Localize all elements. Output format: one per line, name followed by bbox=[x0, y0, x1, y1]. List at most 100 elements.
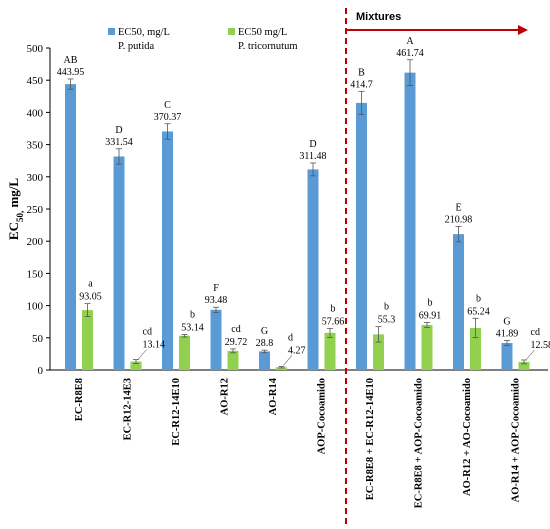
bar bbox=[421, 324, 433, 370]
significance-letter: cd bbox=[231, 324, 240, 335]
y-tick-label: 150 bbox=[27, 268, 44, 280]
bar bbox=[404, 72, 416, 371]
bar bbox=[130, 361, 142, 370]
mixtures-arrow-head bbox=[518, 25, 528, 35]
bar bbox=[501, 343, 513, 370]
significance-letter: E bbox=[455, 202, 461, 213]
significance-letter: C bbox=[164, 100, 171, 111]
significance-letter: b bbox=[331, 303, 336, 314]
leader-line bbox=[283, 355, 293, 366]
value-label: 370.37 bbox=[154, 112, 182, 123]
bar bbox=[470, 327, 481, 370]
bars bbox=[65, 59, 530, 371]
bar bbox=[179, 335, 190, 370]
category-label: EC-R8E8 + EC-R12-14E10 bbox=[365, 378, 376, 500]
value-label: 93.48 bbox=[205, 295, 228, 306]
significance-letter: G bbox=[261, 326, 268, 337]
significance-letter: F bbox=[213, 283, 219, 294]
y-tick-label: 0 bbox=[38, 365, 44, 377]
bar bbox=[276, 367, 287, 370]
value-label: 28.8 bbox=[256, 338, 274, 349]
bar bbox=[453, 234, 464, 370]
significance-letter: cd bbox=[531, 327, 540, 338]
bar bbox=[259, 351, 270, 370]
y-axis-label: EC50, mg/L bbox=[6, 178, 25, 241]
bar bbox=[307, 169, 319, 370]
significance-letter: b bbox=[428, 297, 433, 308]
y-tick-label: 350 bbox=[27, 140, 44, 152]
value-label: 53.14 bbox=[181, 322, 204, 333]
category-label: EC-R12-14E10 bbox=[171, 378, 182, 446]
y-label-main: EC bbox=[6, 222, 21, 240]
bar bbox=[373, 334, 384, 370]
value-label: 93.05 bbox=[79, 292, 102, 303]
y-tick-label: 250 bbox=[27, 204, 44, 216]
leader-line bbox=[525, 349, 535, 361]
value-label: 13.14 bbox=[143, 340, 166, 351]
legend-label-species: P. putida bbox=[118, 41, 155, 52]
significance-letter: D bbox=[309, 139, 316, 150]
category-labels: EC-R8E8 EC-R12-14E3 EC-R12-14E10 AO-R12 AO-R… bbox=[74, 377, 522, 508]
significance-letter: B bbox=[358, 67, 365, 78]
legend-swatch bbox=[228, 28, 235, 35]
value-label: 414.7 bbox=[350, 79, 373, 90]
category-label: EC-R12-14E3 bbox=[123, 378, 134, 440]
bar bbox=[518, 361, 530, 370]
bar bbox=[162, 131, 173, 370]
y-label-unit: mg/L bbox=[6, 178, 21, 211]
value-label: 29.72 bbox=[225, 337, 248, 348]
y-tick-label: 200 bbox=[27, 236, 44, 248]
value-label: 12.58 bbox=[531, 340, 550, 351]
category-label: AO-R14 + AOP-Cocoamido bbox=[511, 378, 522, 502]
y-tick-label: 400 bbox=[27, 107, 44, 119]
value-label: 210.98 bbox=[445, 214, 473, 225]
bar-value-labels: AB443.95D331.54C370.37F93.48G28.8D311.48… bbox=[57, 36, 550, 366]
value-label: 461.74 bbox=[396, 48, 424, 59]
category-label: AO-R14 bbox=[268, 377, 279, 415]
bar bbox=[65, 84, 76, 371]
value-label: 65.24 bbox=[467, 306, 490, 317]
y-tick-label: 450 bbox=[27, 75, 44, 87]
mixtures-label: Mixtures bbox=[356, 11, 401, 23]
bar bbox=[356, 102, 367, 370]
value-label: 69.91 bbox=[419, 310, 442, 321]
significance-letter: b bbox=[190, 309, 195, 320]
axes bbox=[49, 48, 548, 371]
bar bbox=[113, 156, 125, 370]
significance-letter: a bbox=[88, 279, 93, 290]
bar bbox=[324, 332, 336, 370]
legend-swatch bbox=[108, 28, 115, 35]
mixtures-divider: Mixtures bbox=[345, 8, 528, 524]
y-tick-labels: 0 50 100 150 200 250 300 350 400 450 500 bbox=[27, 43, 50, 377]
value-label: 4.27 bbox=[288, 345, 306, 356]
bar bbox=[210, 309, 222, 370]
value-label: 41.89 bbox=[496, 328, 519, 339]
category-label: AO-R12 bbox=[220, 378, 231, 415]
value-label: 55.3 bbox=[378, 315, 396, 326]
significance-letter: cd bbox=[143, 327, 152, 338]
legend-label-species: P. tricornutum bbox=[238, 41, 298, 52]
category-label: AOP-Cocoamido bbox=[317, 378, 328, 454]
y-tick-label: 300 bbox=[27, 172, 44, 184]
significance-letter: A bbox=[406, 36, 414, 47]
legend-label: EC50 mg/L bbox=[238, 27, 287, 38]
significance-letter: D bbox=[115, 125, 122, 136]
legend: EC50, mg/L P. putida EC50 mg/L P. tricornut… bbox=[108, 27, 298, 52]
y-tick-label: 50 bbox=[32, 333, 44, 345]
value-label: 331.54 bbox=[105, 137, 133, 148]
category-label: AO-R12 + AO-Cocoamido bbox=[462, 378, 473, 496]
value-label: 443.95 bbox=[57, 67, 85, 78]
legend-label: EC50, mg/L bbox=[118, 27, 170, 38]
significance-letter: d bbox=[288, 332, 293, 343]
category-label: EC-R8E8 bbox=[74, 378, 85, 421]
y-tick-label: 500 bbox=[27, 43, 44, 55]
leader-line bbox=[137, 349, 147, 360]
bar bbox=[82, 310, 93, 370]
y-label-sub: 50, bbox=[15, 211, 25, 222]
value-label: 57.66 bbox=[322, 316, 345, 327]
y-tick-label: 100 bbox=[27, 301, 44, 313]
significance-letter: G bbox=[503, 316, 510, 327]
value-label: 311.48 bbox=[299, 151, 326, 162]
bar bbox=[227, 350, 239, 370]
